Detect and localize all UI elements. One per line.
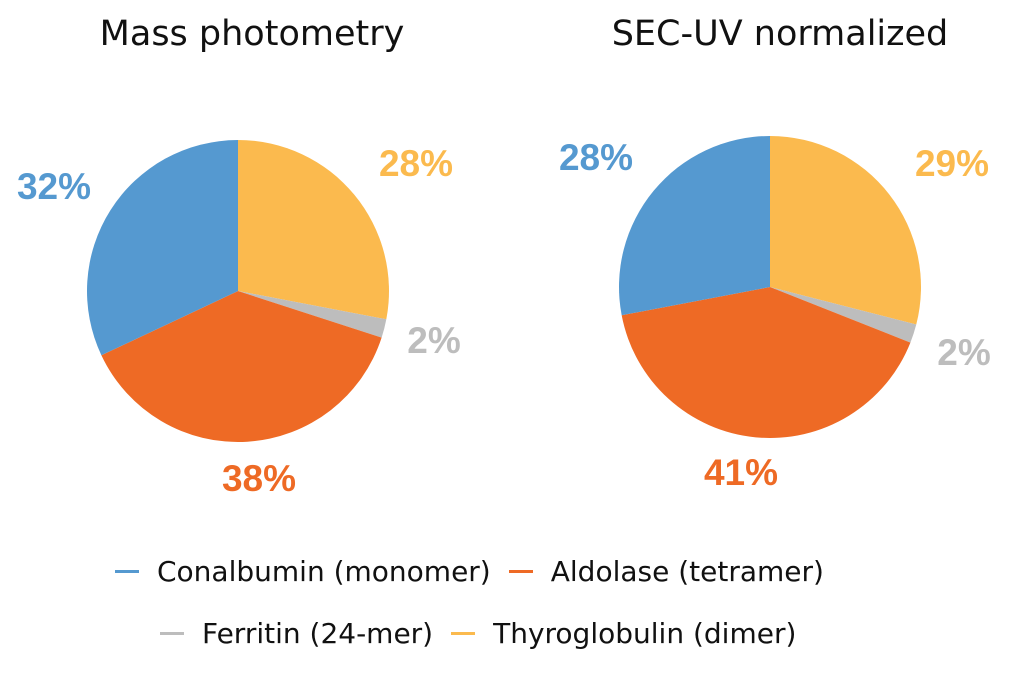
legend-swatch: [115, 570, 139, 573]
legend-item-ferritin: Ferritin (24-mer): [160, 617, 433, 650]
pie-slice-thyroglobulin: [770, 136, 921, 325]
pie-slice-ferritin: [770, 287, 917, 343]
pie-slice-thyroglobulin: [238, 140, 389, 320]
data-label: 2%: [407, 320, 460, 361]
pie-slice-aldolase: [101, 291, 382, 442]
legend-item-aldolase: Aldolase (tetramer): [508, 555, 824, 588]
legend-row-1: Conalbumin (monomer) Aldolase (tetramer): [115, 555, 842, 588]
legend-label: Ferritin (24-mer): [202, 617, 434, 650]
chart-title-mass-photometry: Mass photometry: [99, 14, 405, 54]
data-label: 41%: [704, 452, 778, 493]
legend-item-conalbumin: Conalbumin (monomer): [115, 555, 491, 588]
legend-swatch: [508, 570, 533, 573]
data-label: 32%: [17, 166, 91, 207]
data-label: 38%: [222, 458, 296, 499]
data-label: 29%: [915, 143, 989, 184]
data-label: 28%: [559, 137, 633, 178]
data-label: 2%: [937, 332, 990, 373]
pie-slice-conalbumin: [619, 136, 770, 316]
legend-swatch: [160, 632, 184, 635]
legend-label: Aldolase (tetramer): [550, 555, 824, 588]
legend-swatch: [451, 632, 476, 635]
pie-slice-aldolase: [621, 287, 911, 438]
legend-label: Conalbumin (monomer): [157, 555, 491, 588]
legend-row-2: Ferritin (24-mer) Thyroglobulin (dimer): [160, 617, 814, 650]
data-label: 28%: [379, 143, 453, 184]
chart-title-sec-uv: SEC-UV normalized: [611, 14, 949, 54]
legend-label: Thyroglobulin (dimer): [493, 617, 797, 650]
pie-slice-conalbumin: [87, 140, 238, 356]
legend-item-thyroglobulin: Thyroglobulin (dimer): [451, 617, 796, 650]
pie-slice-ferritin: [238, 291, 387, 338]
